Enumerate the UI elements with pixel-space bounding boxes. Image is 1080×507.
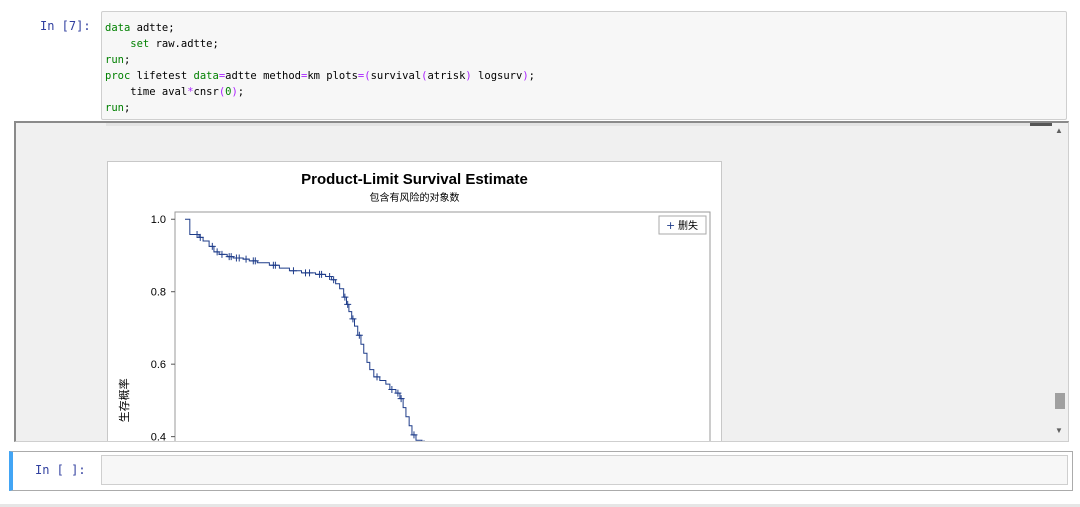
censor-mark <box>326 272 334 280</box>
cell-1-code[interactable]: data adtte; set raw.adtte; run; proc lif… <box>105 20 535 116</box>
censor-mark <box>213 248 221 256</box>
cell-1-prompt: In [7]: <box>40 19 91 33</box>
cell-2-code-input[interactable] <box>101 455 1068 485</box>
code-token: run <box>105 54 124 66</box>
censor-mark <box>394 389 402 397</box>
code-token: * <box>187 86 194 98</box>
notebook-bottom-border <box>0 504 1080 507</box>
plot-frame <box>174 211 711 441</box>
censor-mark <box>355 331 363 339</box>
code-token: adtte; <box>130 22 175 34</box>
code-token: ) <box>522 70 529 82</box>
code-token: km plots <box>307 70 358 82</box>
code-token: ; <box>123 102 131 114</box>
legend-symbol: + <box>666 219 675 232</box>
code-token: cnsr <box>193 86 219 98</box>
censor-mark <box>271 261 279 269</box>
code-token: ) <box>231 86 238 98</box>
output-scrollbar[interactable]: ▲ ▼ <box>1052 123 1068 441</box>
chart-subtitle: 包含有风险的对象数 <box>369 193 460 204</box>
y-tick-label: 1.0 <box>151 214 166 226</box>
censor-mark <box>373 373 381 381</box>
code-token: ) <box>465 70 472 82</box>
censor-mark <box>242 255 250 263</box>
y-tick-label: 0.4 <box>151 432 166 442</box>
survival-chart: Product-Limit Survival Estimate 包含有风险的对象… <box>107 161 722 442</box>
output-divider <box>106 123 1051 126</box>
code-token: ; <box>123 54 131 66</box>
code-token: lifetest <box>130 70 194 82</box>
censor-mark <box>193 230 201 238</box>
censor-mark <box>410 431 418 439</box>
plot-area: 1.0 0.8 0.6 0.4 生存概率 + 删失 <box>117 211 711 442</box>
y-axis-label: 生存概率 <box>117 378 131 422</box>
code-token: = <box>357 70 365 82</box>
censor-mark <box>341 293 349 301</box>
censor-mark <box>330 276 338 284</box>
code-line: set raw.adtte; <box>105 38 219 50</box>
code-token: run <box>105 102 124 114</box>
censor-mark <box>388 386 396 394</box>
code-token: atrisk <box>427 70 466 82</box>
code-token: data <box>193 70 219 82</box>
censor-mark <box>397 395 405 403</box>
code-token: adtte method <box>225 70 301 82</box>
censor-mark <box>289 267 297 275</box>
censor-mark <box>318 270 326 278</box>
cell-1-output[interactable]: Product-Limit Survival Estimate 包含有风险的对象… <box>14 121 1069 442</box>
output-divider-thumb <box>1030 123 1052 126</box>
censor-mark <box>235 254 243 262</box>
y-tick-label: 0.8 <box>151 287 166 299</box>
cell-1-code-input[interactable] <box>101 11 1067 120</box>
code-token: logsurv <box>471 70 523 82</box>
legend-label: 删失 <box>678 219 698 232</box>
code-token: ( <box>421 70 428 82</box>
censor-mark <box>227 253 235 261</box>
code-token: raw.adtte; <box>149 38 219 50</box>
code-token: ; <box>237 86 245 98</box>
code-line: run; <box>105 102 130 114</box>
survival-curve <box>185 218 423 441</box>
cell-2-prompt: In [ ]: <box>35 463 86 477</box>
censor-mark <box>196 233 204 241</box>
scroll-thumb[interactable] <box>1055 393 1065 409</box>
chart-title: Product-Limit Survival Estimate <box>301 171 528 188</box>
code-token: ( <box>364 70 371 82</box>
code-token: time aval <box>105 86 188 98</box>
scroll-down-arrow-icon[interactable]: ▼ <box>1055 426 1063 435</box>
code-line: data adtte; <box>105 22 175 34</box>
code-token: = <box>218 70 226 82</box>
censor-mark <box>306 269 314 277</box>
censor-mark <box>344 300 352 308</box>
code-line: run; <box>105 54 130 66</box>
code-token: = <box>301 70 308 82</box>
legend-box <box>658 215 707 235</box>
code-token: proc <box>105 70 131 82</box>
code-token: 0 <box>225 86 232 98</box>
censor-mark <box>349 315 357 323</box>
censor-mark <box>218 250 226 258</box>
cell-2[interactable] <box>9 451 1073 491</box>
code-token: data <box>105 22 131 34</box>
censor-mark <box>208 242 216 250</box>
y-tick-label: 0.6 <box>151 359 166 371</box>
scroll-up-arrow-icon[interactable]: ▲ <box>1055 126 1063 135</box>
code-line: time aval*cnsr(0); <box>105 86 244 98</box>
code-token: ( <box>218 86 226 98</box>
code-line: proc lifetest data=adtte method=km plots… <box>105 70 535 82</box>
code-token: survival <box>370 70 422 82</box>
code-token: ; <box>528 70 535 82</box>
code-token: set <box>105 38 150 50</box>
censor-mark <box>251 257 259 265</box>
